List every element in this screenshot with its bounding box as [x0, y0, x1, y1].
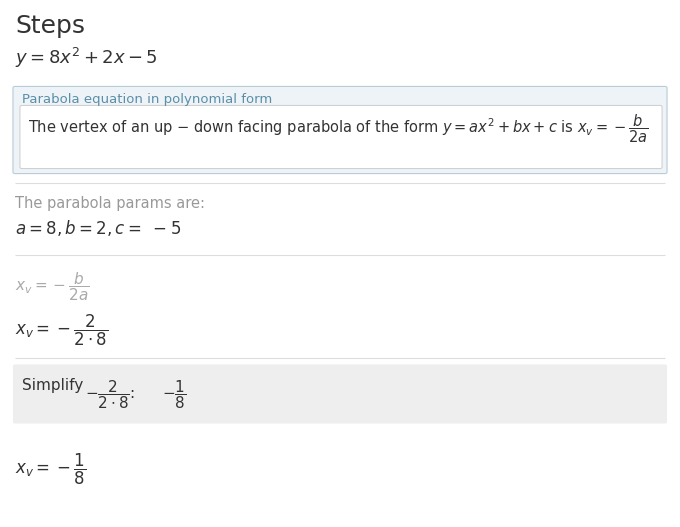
FancyBboxPatch shape: [20, 105, 662, 169]
Text: Steps: Steps: [15, 14, 85, 38]
Text: The parabola params are:: The parabola params are:: [15, 196, 205, 211]
Text: Parabola equation in polynomial form: Parabola equation in polynomial form: [22, 93, 272, 106]
Text: $x_v = -\dfrac{b}{2a}$: $x_v = -\dfrac{b}{2a}$: [15, 270, 90, 303]
Text: $a = 8, b = 2, c =\ -5$: $a = 8, b = 2, c =\ -5$: [15, 218, 181, 238]
Text: $y = 8x^{2} + 2x - 5$: $y = 8x^{2} + 2x - 5$: [15, 46, 158, 70]
Text: $x_v = -\dfrac{2}{2 \cdot 8}$: $x_v = -\dfrac{2}{2 \cdot 8}$: [15, 313, 108, 348]
FancyBboxPatch shape: [13, 86, 667, 173]
Text: $x_v = -\dfrac{1}{8}$: $x_v = -\dfrac{1}{8}$: [15, 452, 86, 487]
Text: Simplify: Simplify: [22, 378, 83, 393]
FancyBboxPatch shape: [13, 364, 667, 424]
Text: The vertex of an up $-$ down facing parabola of the form $y = ax^{2} + bx + c$ i: The vertex of an up $-$ down facing para…: [28, 112, 649, 144]
Text: $-\dfrac{1}{8}$: $-\dfrac{1}{8}$: [162, 378, 186, 411]
Text: $-\dfrac{2}{2 \cdot 8}$:: $-\dfrac{2}{2 \cdot 8}$:: [85, 378, 135, 411]
